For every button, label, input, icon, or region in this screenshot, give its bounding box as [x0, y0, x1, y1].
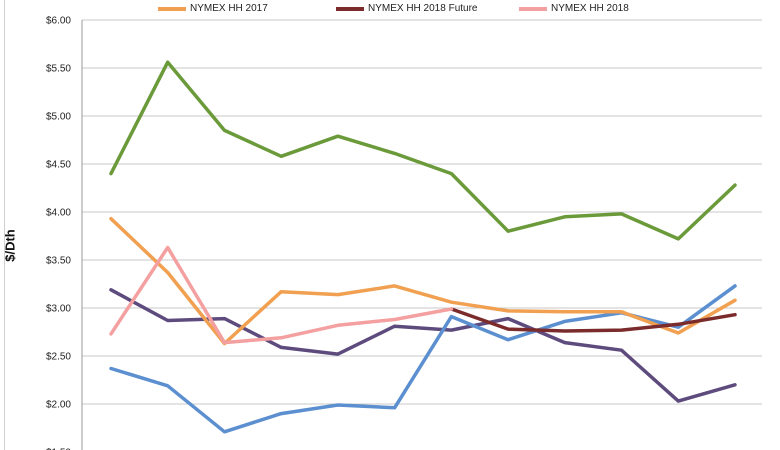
legend-swatch-nymex-hh-2017	[158, 6, 186, 11]
y-tick-label: $2.50	[46, 352, 71, 363]
legend-item-nymex-hh-2018: NYMEX HH 2018	[519, 3, 629, 14]
chart-frame-edge	[4, 0, 5, 450]
series-lines	[109, 60, 737, 434]
y-tick-label: $2.00	[46, 400, 71, 411]
series-line-4	[449, 307, 737, 333]
legend-label-nymex-hh-2017: NYMEX HH 2017	[190, 3, 268, 14]
y-tick-label: $4.00	[46, 208, 71, 219]
legend-item-nymex-hh-2018-future: NYMEX HH 2018 Future	[336, 3, 478, 14]
series-line-0	[109, 60, 737, 241]
legend-swatch-nymex-hh-2018-future	[336, 6, 364, 11]
y-tick-label: $3.00	[46, 304, 71, 315]
y-tick-label: $3.50	[46, 256, 71, 267]
y-tick-label: $4.50	[46, 160, 71, 171]
legend-item-nymex-hh-2017: NYMEX HH 2017	[158, 3, 268, 14]
y-tick-label: $5.00	[46, 112, 71, 123]
series-line-1	[109, 288, 737, 403]
y-tick-label: $5.50	[46, 64, 71, 75]
chart-legend: NYMEX HH 2017 NYMEX HH 2018 Future NYMEX…	[0, 3, 780, 21]
legend-label-nymex-hh-2018-future: NYMEX HH 2018 Future	[368, 3, 478, 14]
y-tick-label: $6.00	[46, 16, 71, 27]
legend-label-nymex-hh-2018: NYMEX HH 2018	[551, 3, 629, 14]
series-line-3	[109, 216, 737, 346]
series-line-5	[109, 245, 454, 345]
y-tick-label: $1.50	[46, 448, 71, 450]
y-axis-ticks: $1.50 $2.00 $2.50 $3.00 $3.50 $4.00 $4.50 $5.00…	[46, 16, 71, 450]
legend-swatch-nymex-hh-2018	[519, 6, 547, 11]
